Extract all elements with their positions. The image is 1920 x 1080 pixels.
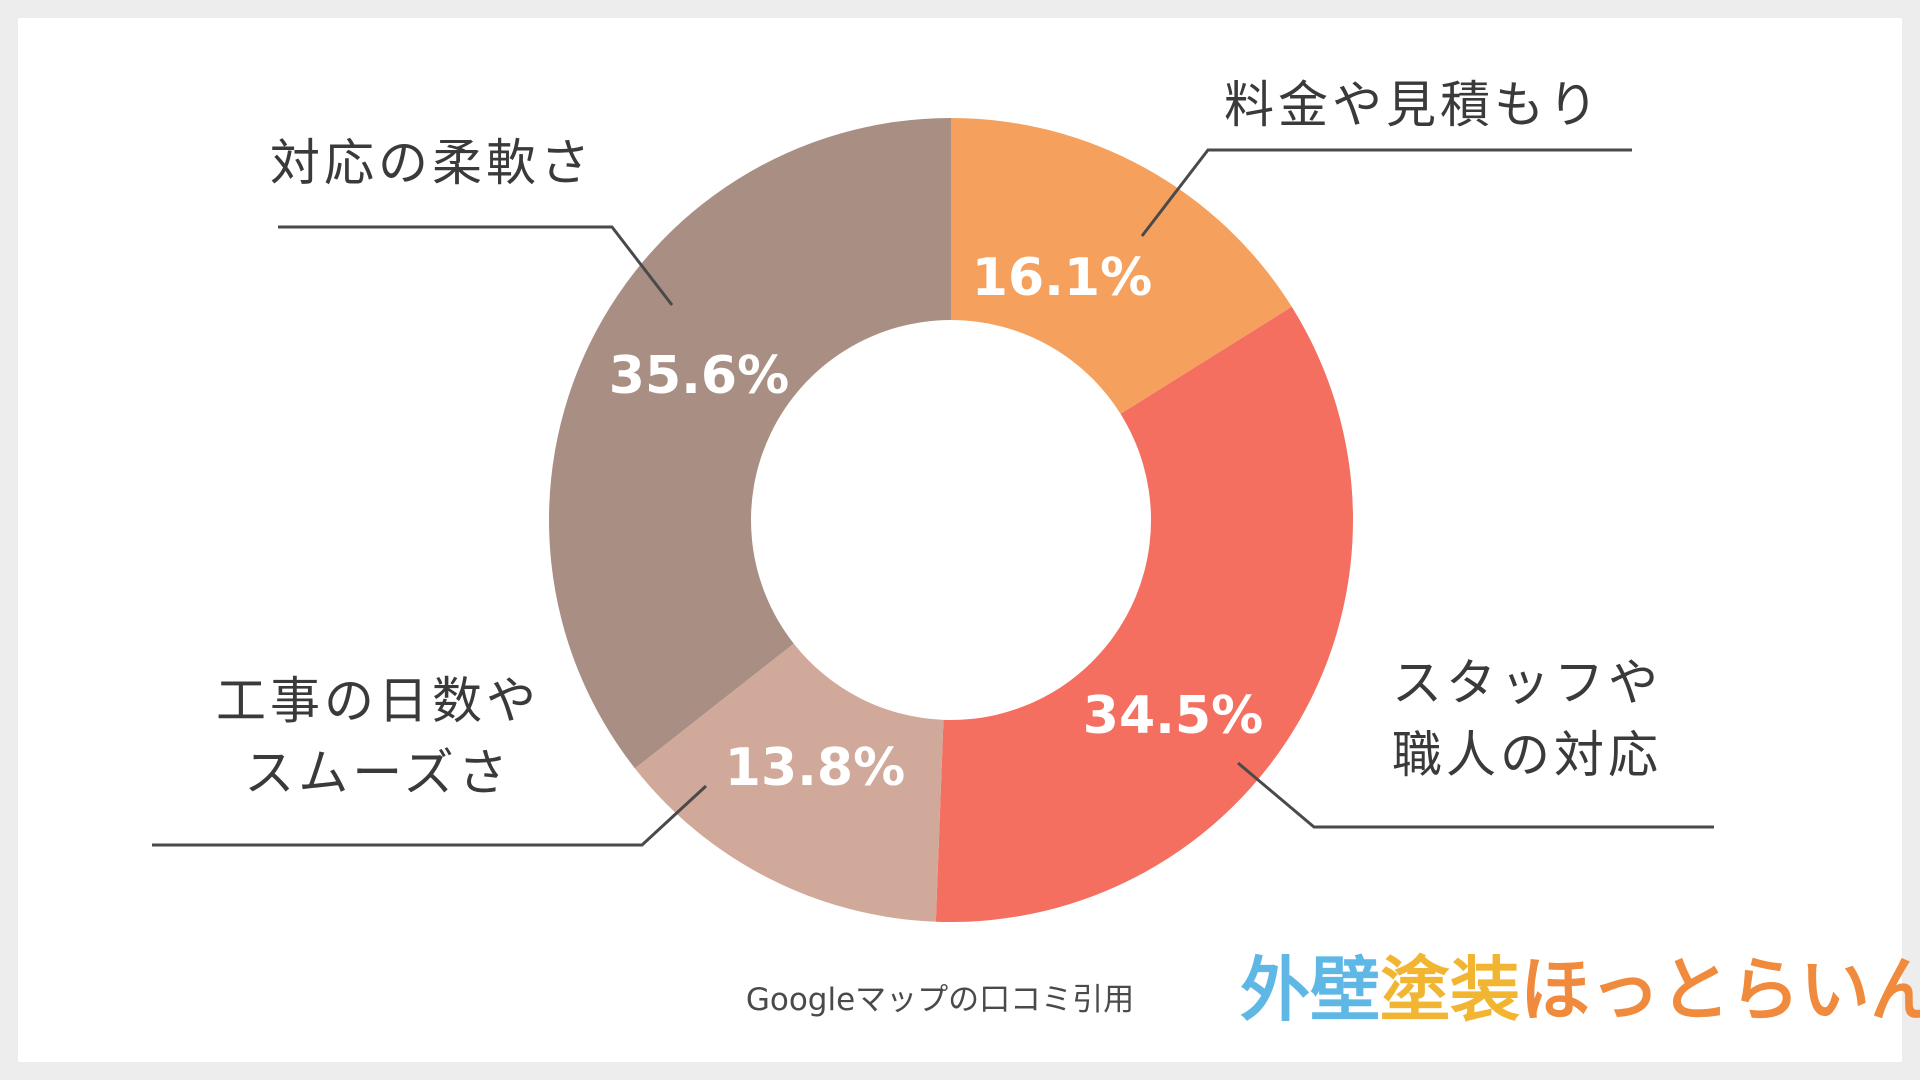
- category-label-line: スムーズさ: [244, 744, 512, 802]
- slice-1-category-label: 料金や見積もり: [1224, 76, 1602, 134]
- donut-slice-2: [935, 306, 1353, 922]
- logo-character: 装: [1450, 949, 1520, 1031]
- leader-line-slice-1: [1140, 148, 1632, 237]
- logo-character: 塗: [1380, 949, 1450, 1031]
- slice-4-percent-label: 35.6%: [609, 346, 789, 406]
- logo-character: と: [1660, 949, 1730, 1031]
- donut-slice-3: [634, 643, 944, 922]
- logo-character: 外: [1240, 949, 1310, 1031]
- logo-character: い: [1800, 949, 1870, 1031]
- donut-slice-1: [951, 118, 1292, 414]
- logo-character: 壁: [1310, 949, 1380, 1031]
- logo-character: ほ: [1520, 949, 1590, 1031]
- source-note: Googleマップの口コミ引用: [746, 982, 1134, 1018]
- leader-line-slice-4: [278, 225, 674, 306]
- leader-line-slice-2: [1237, 761, 1714, 829]
- brand-logo: 外壁塗装ほっとらいん: [1240, 949, 1920, 1031]
- slice-2-percent-label: 34.5%: [1083, 686, 1263, 746]
- logo-character: っ: [1590, 949, 1660, 1031]
- category-label-line: 工事の日数や: [216, 672, 540, 730]
- leader-line-slice-3: [152, 784, 708, 847]
- slice-1-percent-label: 16.1%: [972, 248, 1152, 308]
- category-label-line: 職人の対応: [1392, 726, 1662, 784]
- donut-slice-4: [548, 118, 951, 769]
- logo-character: ん: [1870, 949, 1920, 1031]
- donut-slices: [548, 118, 1353, 922]
- slice-4-category-label: 対応の柔軟さ: [270, 134, 594, 192]
- slice-2-category-label: スタッフや職人の対応: [1392, 654, 1662, 784]
- category-label-line: スタッフや: [1392, 654, 1662, 712]
- logo-character: ら: [1730, 949, 1800, 1031]
- slice-3-percent-label: 13.8%: [725, 738, 905, 798]
- slice-3-category-label: 工事の日数やスムーズさ: [216, 672, 540, 802]
